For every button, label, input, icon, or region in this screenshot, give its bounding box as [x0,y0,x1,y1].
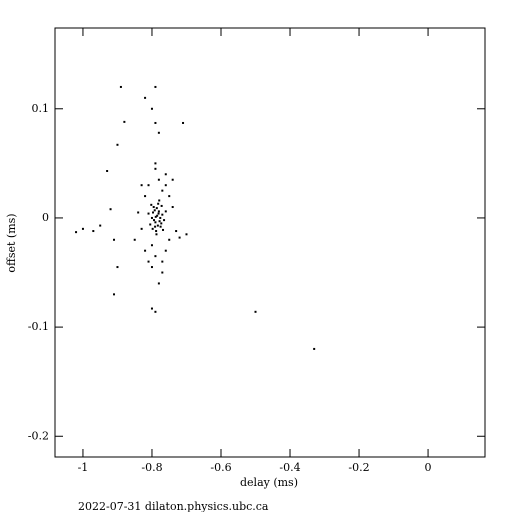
point [158,199,161,202]
point [155,230,158,233]
point [163,219,166,222]
point [144,195,147,198]
plot-frame [54,27,486,458]
point [161,213,164,216]
y-axis-label: offset (ms) [5,213,18,272]
point [164,210,167,213]
point [157,212,160,215]
point [99,224,102,227]
point [154,167,157,170]
point [119,85,122,88]
point [185,233,188,236]
point [133,238,136,241]
x-tick-label: -0.8 [141,461,162,474]
point [161,271,164,274]
point [157,131,160,134]
point [164,173,167,176]
point [140,227,143,230]
point [154,310,157,313]
point [157,210,160,213]
point [147,212,150,215]
point [159,216,162,219]
point [75,231,78,234]
point [154,162,157,165]
point [156,224,159,227]
point [154,215,157,218]
x-tick-label: -0.2 [348,461,369,474]
point [150,107,153,110]
point [313,347,316,350]
point [178,236,181,239]
point [160,222,163,225]
point [175,230,178,233]
point [160,204,163,207]
point [150,244,153,247]
point [157,178,160,181]
point [144,96,147,99]
point [140,184,143,187]
point [164,184,167,187]
point [116,266,119,269]
point [144,249,147,252]
point [154,85,157,88]
point [155,207,158,210]
point [153,209,156,212]
point [116,143,119,146]
point [154,121,157,124]
point [162,228,165,231]
point [157,282,160,285]
point [157,202,160,205]
point [150,203,153,206]
point [123,120,126,123]
point [164,249,167,252]
point [161,260,164,263]
y-tick-label: -0.1 [28,320,49,333]
point [154,255,157,258]
point [151,227,154,230]
x-tick-label: -0.6 [210,461,231,474]
y-tick-label: 0 [42,211,49,224]
point [254,310,257,313]
point [154,221,157,224]
point [171,206,174,209]
point [159,225,162,228]
point [137,211,140,214]
point [92,230,95,233]
x-tick-label: 0 [425,461,432,474]
point [150,216,153,219]
point [154,225,157,228]
point [106,170,109,172]
point [113,293,116,296]
point [161,189,164,192]
y-tick-label: -0.2 [28,429,49,442]
point [150,266,153,269]
point [156,214,159,217]
point [152,211,155,214]
point [152,206,155,209]
point [155,233,158,236]
footer: 2022-07-31 dilaton.physics.ubc.ca [78,500,269,512]
x-axis-label: delay (ms) [240,476,298,489]
point [113,238,116,241]
point [168,195,171,198]
point [153,219,156,222]
point [81,227,84,230]
y-tick-label: 0.1 [32,102,50,115]
point [182,121,185,124]
x-tick-label: -1 [78,461,89,474]
point [147,260,150,263]
point [171,178,174,181]
point [168,238,171,241]
point [147,184,150,187]
point [150,307,153,310]
x-tick-label: -0.4 [279,461,300,474]
point [158,220,161,223]
point [109,208,112,211]
point [149,223,152,226]
